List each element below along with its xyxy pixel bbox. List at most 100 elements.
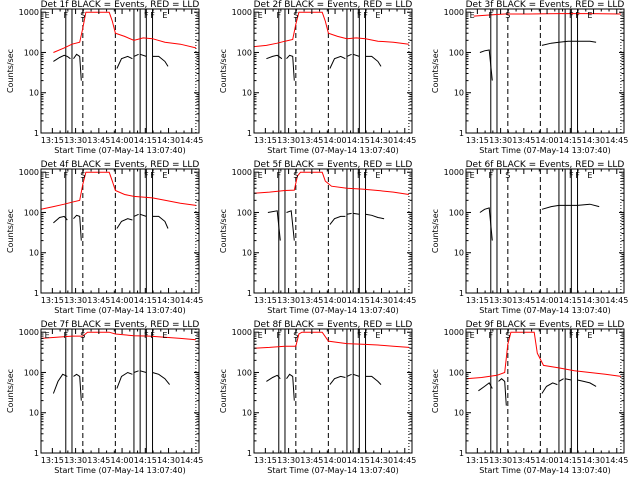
plot-frame: [465, 8, 625, 134]
state-marker: F: [569, 171, 574, 180]
x-tick-label: 13:15: [466, 296, 489, 305]
y-tick-label: 100: [449, 48, 464, 57]
plot-frame: [40, 8, 200, 134]
series-line-events: [139, 53, 147, 57]
series-line-events: [329, 375, 346, 385]
series-line-events: [365, 55, 382, 67]
x-axis-label: Start Time (07-May-14 13:07:40): [479, 146, 610, 155]
x-tick-label: 13:15: [41, 136, 64, 145]
series-line-events: [577, 379, 597, 387]
panel-title: Det 7f BLACK = Events, RED = LLD: [41, 320, 200, 330]
x-tick-label: 14:15: [347, 456, 370, 465]
state-marker: E: [375, 11, 380, 20]
x-axis-label: Start Time (07-May-14 13:07:40): [267, 306, 398, 315]
state-marker: S: [505, 171, 510, 180]
state-marker: F: [150, 171, 155, 180]
series-line-events: [329, 55, 346, 69]
panel-title: Det 3f BLACK = Events, RED = LLD: [466, 0, 625, 10]
plot-frame: [253, 328, 413, 454]
x-tick-label: 14:30: [370, 296, 393, 305]
y-tick-label: 1000: [444, 328, 464, 337]
series-line-lld: [53, 11, 197, 53]
series-line-events: [346, 53, 352, 57]
x-tick-label: 14:15: [559, 296, 582, 305]
x-tick-label: 13:15: [254, 456, 277, 465]
series-line-events: [73, 214, 82, 241]
plot-frame: [253, 168, 413, 294]
x-tick-label: 14:00: [111, 296, 134, 305]
series-line-events: [116, 55, 133, 69]
x-tick-label: 14:30: [157, 296, 180, 305]
y-tick-label: 1: [34, 289, 39, 298]
state-marker: F: [488, 11, 493, 20]
y-tick-label: 1000: [19, 8, 39, 17]
state-marker: S: [80, 331, 85, 340]
series-line-events: [53, 54, 71, 62]
y-tick-label: 100: [237, 48, 252, 57]
x-tick-label: 14:45: [180, 136, 203, 145]
panel-title: Det 8f BLACK = Events, RED = LLD: [254, 320, 413, 330]
series-line-events: [266, 54, 283, 60]
y-tick-label: 1000: [19, 328, 39, 337]
x-tick-label: 14:30: [157, 456, 180, 465]
x-tick-label: 14:00: [536, 456, 559, 465]
state-marker: E: [162, 11, 167, 20]
x-tick-label: 13:15: [41, 456, 64, 465]
plot-frame: [465, 328, 625, 454]
series-line-events: [73, 373, 82, 401]
state-marker: F: [357, 331, 362, 340]
x-tick-label: 14:00: [111, 136, 134, 145]
series-line-events: [478, 382, 493, 392]
y-tick-label: 10: [454, 249, 464, 258]
y-tick-label: 10: [242, 89, 252, 98]
x-tick-label: 13:45: [87, 296, 110, 305]
state-marker: S: [80, 11, 85, 20]
y-axis-label: Counts/sec: [6, 209, 15, 253]
series-line-events: [116, 371, 133, 389]
state-marker: F: [488, 171, 493, 180]
series-line-events: [133, 370, 139, 373]
series-line-lld: [253, 171, 409, 195]
plot-frame: [40, 328, 200, 454]
state-marker: F: [357, 171, 362, 180]
x-tick-label: 14:30: [370, 456, 393, 465]
x-tick-label: 13:30: [489, 136, 512, 145]
x-axis-label: Start Time (07-May-14 13:07:40): [267, 146, 398, 155]
state-marker: F: [276, 331, 281, 340]
panel-title: Det 6f BLACK = Events, RED = LLD: [466, 160, 625, 170]
state-marker: F: [150, 11, 155, 20]
state-marker: F: [357, 11, 362, 20]
panel-title: Det 9f BLACK = Events, RED = LLD: [466, 320, 625, 330]
series-line-events: [558, 378, 564, 382]
plot-frame: [40, 168, 200, 294]
y-tick-label: 100: [449, 208, 464, 217]
x-tick-label: 14:15: [347, 296, 370, 305]
x-tick-label: 14:45: [393, 456, 416, 465]
series-line-lld: [40, 171, 196, 210]
series-line-events: [53, 215, 68, 224]
series-line-events: [479, 207, 493, 241]
x-tick-label: 13:15: [254, 136, 277, 145]
series-line-events: [498, 378, 507, 406]
y-axis-label: Counts/sec: [219, 49, 228, 93]
panel-title: Det 2f BLACK = Events, RED = LLD: [254, 0, 413, 10]
state-marker: F: [488, 331, 493, 340]
y-tick-label: 100: [449, 368, 464, 377]
state-marker: E: [375, 331, 380, 340]
y-tick-label: 1: [459, 289, 464, 298]
x-tick-label: 13:30: [277, 456, 300, 465]
x-tick-label: 14:45: [605, 296, 628, 305]
y-tick-label: 1: [247, 289, 252, 298]
y-axis-label: Counts/sec: [431, 369, 440, 413]
x-tick-label: 14:15: [559, 136, 582, 145]
y-axis-label: Counts/sec: [219, 209, 228, 253]
state-marker: E: [470, 11, 475, 20]
state-marker: E: [258, 331, 263, 340]
state-marker: S: [293, 171, 298, 180]
y-axis-label: Counts/sec: [219, 369, 228, 413]
state-marker: S: [505, 11, 510, 20]
y-axis-label: Counts/sec: [431, 209, 440, 253]
